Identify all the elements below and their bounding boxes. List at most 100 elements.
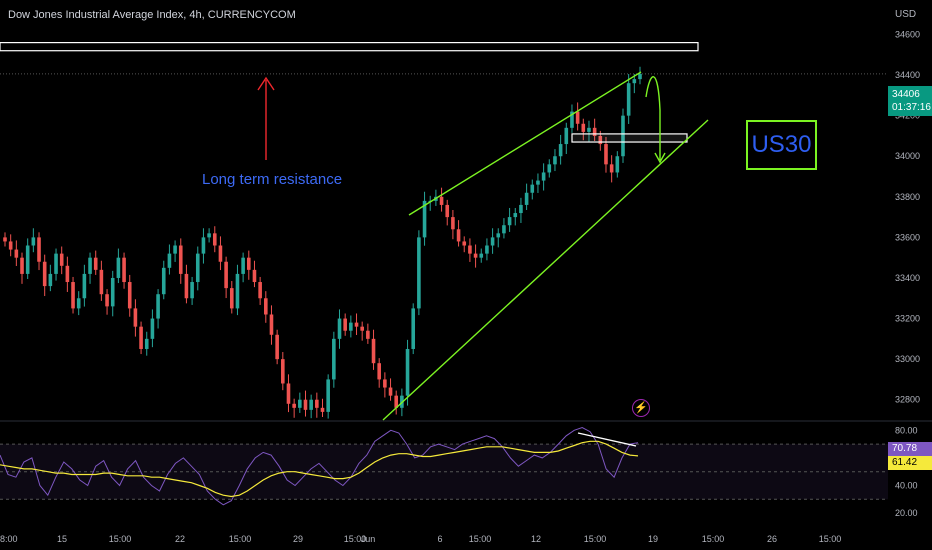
candle-body bbox=[127, 282, 132, 309]
rsi-tick-label: 40.00 bbox=[895, 480, 918, 490]
candle-body bbox=[615, 156, 620, 173]
candle-body bbox=[190, 282, 194, 299]
candle-body bbox=[609, 164, 614, 173]
candle-body bbox=[110, 277, 115, 307]
candle-body bbox=[71, 282, 75, 309]
candle-body bbox=[530, 184, 535, 193]
divergence-line bbox=[577, 432, 637, 447]
candle-body bbox=[25, 245, 30, 274]
candle-body bbox=[473, 253, 478, 258]
wedge-upper-line bbox=[408, 71, 642, 216]
candle-body bbox=[394, 395, 399, 408]
time-tick-label: 6 bbox=[437, 534, 442, 544]
candle-body bbox=[587, 127, 591, 132]
candle-body bbox=[156, 294, 160, 319]
lightning-icon[interactable]: ⚡ bbox=[632, 399, 650, 417]
candle-body bbox=[496, 233, 501, 238]
candle-body bbox=[337, 318, 342, 339]
candle-body bbox=[524, 192, 529, 205]
candle-body bbox=[8, 241, 13, 250]
candle-body bbox=[139, 326, 143, 349]
rsi-tick-label: 80.00 bbox=[895, 425, 918, 435]
projection-path bbox=[645, 76, 661, 160]
candle-body bbox=[14, 249, 19, 258]
candle-body bbox=[54, 253, 58, 274]
price-tick-label: 34400 bbox=[895, 70, 920, 80]
time-tick-label: 29 bbox=[293, 534, 303, 544]
candle-body bbox=[224, 261, 228, 289]
candle-body bbox=[558, 144, 563, 157]
candle-body bbox=[218, 245, 223, 262]
candle-body bbox=[281, 359, 285, 384]
candle-body bbox=[570, 111, 574, 128]
last-price-tag: 34406 01:37:16 bbox=[888, 86, 932, 116]
price-tick-label: 32800 bbox=[895, 395, 920, 405]
candle-body bbox=[88, 257, 92, 274]
time-tick-label: 15:00 bbox=[229, 534, 252, 544]
candle-body bbox=[122, 257, 126, 283]
candle-body bbox=[439, 196, 444, 205]
time-tick-label: 15:00 bbox=[469, 534, 492, 544]
bar-countdown: 01:37:16 bbox=[892, 102, 931, 113]
wedge-lower-line bbox=[382, 119, 709, 421]
price-tick-label: 33600 bbox=[895, 232, 920, 242]
candle-body bbox=[411, 308, 416, 349]
candle-body bbox=[405, 348, 410, 396]
price-tick-label: 34000 bbox=[895, 151, 920, 161]
candle-body bbox=[133, 308, 138, 327]
candle-body bbox=[144, 338, 149, 349]
candle-body bbox=[269, 314, 274, 335]
time-tick-label: 15:00 bbox=[819, 534, 842, 544]
candle-body bbox=[366, 330, 370, 339]
candle-body bbox=[490, 237, 495, 246]
candle-body bbox=[258, 282, 262, 299]
candle-body bbox=[212, 233, 217, 246]
candle-body bbox=[332, 338, 336, 380]
candle-body bbox=[451, 217, 455, 230]
candle-body bbox=[178, 245, 183, 274]
price-tick-label: 33800 bbox=[895, 192, 920, 202]
candle-body bbox=[553, 156, 557, 165]
candle-body bbox=[626, 83, 631, 116]
candle-body bbox=[564, 127, 569, 145]
rsi-tick-label: 20.00 bbox=[895, 508, 918, 518]
candle-body bbox=[445, 204, 450, 218]
time-tick-label: 15:00 bbox=[584, 534, 607, 544]
price-tick-label: 33200 bbox=[895, 314, 920, 324]
candle-body bbox=[502, 225, 506, 234]
support-zone bbox=[571, 133, 688, 143]
price-tick-label: 33400 bbox=[895, 273, 920, 283]
time-tick-label: 15:00 bbox=[109, 534, 132, 544]
candle-body bbox=[349, 322, 353, 331]
candle-body bbox=[229, 288, 234, 309]
resistance-arrowhead bbox=[257, 76, 275, 91]
candle-body bbox=[604, 144, 608, 165]
last-price-value: 34406 bbox=[892, 89, 920, 100]
time-tick-label: 15:00 bbox=[702, 534, 725, 544]
candle-body bbox=[235, 273, 240, 309]
candle-body bbox=[59, 253, 64, 266]
candle-body bbox=[3, 237, 7, 242]
candle-body bbox=[377, 363, 381, 380]
price-tick-label: 33000 bbox=[895, 354, 920, 364]
candle-body bbox=[167, 253, 172, 268]
time-tick-label: 26 bbox=[767, 534, 777, 544]
time-tick-label: 8:00 bbox=[0, 534, 18, 544]
candle-body bbox=[632, 79, 637, 84]
rsi-value-tag: 70.78 bbox=[888, 442, 932, 456]
time-tick-label: 12 bbox=[531, 534, 541, 544]
candle-body bbox=[76, 298, 81, 309]
candle-body bbox=[468, 245, 472, 254]
candle-body bbox=[31, 237, 36, 246]
candle-body bbox=[275, 334, 279, 360]
time-tick-label: Jun bbox=[361, 534, 376, 544]
candle-body bbox=[252, 269, 257, 283]
candle-body bbox=[116, 257, 121, 278]
candle-body bbox=[173, 245, 177, 254]
time-tick-label: 19 bbox=[648, 534, 658, 544]
currency-label: USD bbox=[895, 9, 917, 20]
candle-body bbox=[195, 253, 200, 283]
candle-body bbox=[292, 403, 296, 408]
symbol-badge: US30 bbox=[746, 120, 817, 170]
time-tick-label: 22 bbox=[175, 534, 185, 544]
